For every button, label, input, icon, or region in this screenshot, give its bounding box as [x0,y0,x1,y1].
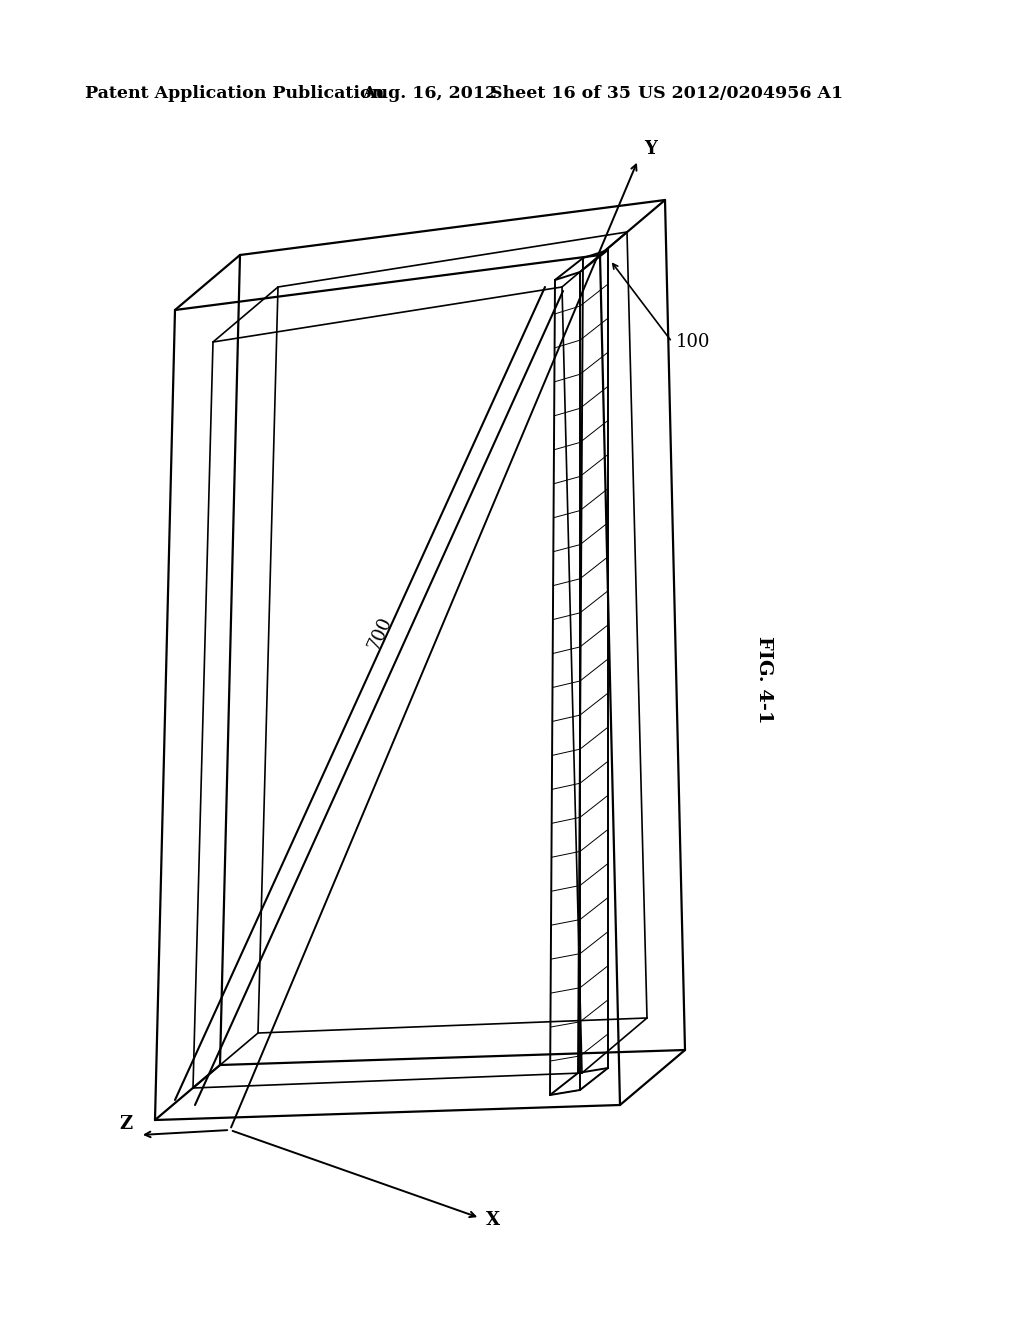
Text: X: X [486,1210,500,1229]
Text: 700: 700 [365,614,395,652]
Text: Z: Z [119,1115,132,1133]
Text: Aug. 16, 2012: Aug. 16, 2012 [362,84,497,102]
Text: Patent Application Publication: Patent Application Publication [85,84,384,102]
Text: US 2012/0204956 A1: US 2012/0204956 A1 [638,84,843,102]
Text: FIG. 4-1: FIG. 4-1 [755,636,773,723]
Text: 100: 100 [676,333,711,351]
Text: Y: Y [644,140,656,158]
Text: Sheet 16 of 35: Sheet 16 of 35 [490,84,631,102]
